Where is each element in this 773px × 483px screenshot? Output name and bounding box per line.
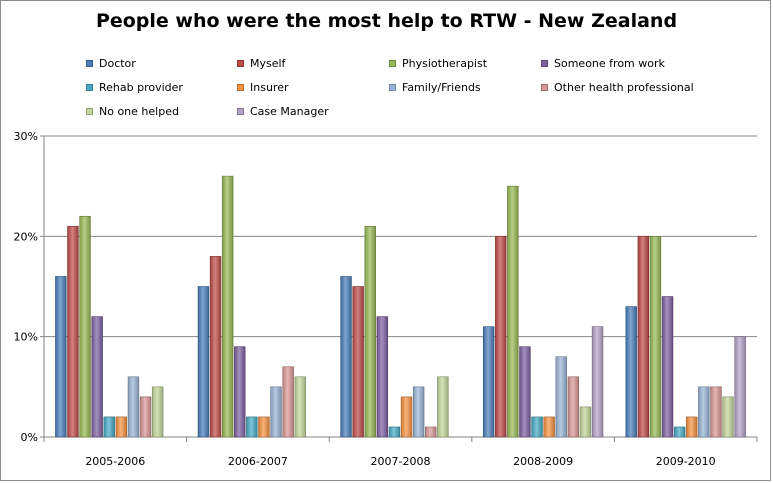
- legend-swatch-no-one-helped: [86, 107, 93, 115]
- legend-item-case-manager: Case Manager: [237, 104, 329, 118]
- legend-item-someone-from-work: Someone from work: [541, 56, 665, 70]
- legend-item-family-friends: Family/Friends: [389, 80, 481, 94]
- bar: [364, 226, 376, 438]
- bar: [270, 386, 282, 438]
- bar: [673, 426, 686, 438]
- bar: [591, 326, 604, 438]
- bar: [637, 236, 650, 438]
- bar: [661, 296, 674, 438]
- bar: [555, 356, 567, 438]
- legend-item-other-health-professional: Other health professional: [541, 80, 694, 94]
- chart-title: People who were the most help to RTW - N…: [95, 10, 678, 32]
- bar: [115, 416, 128, 438]
- bar: [282, 366, 294, 438]
- bar: [567, 376, 580, 438]
- bar: [722, 396, 734, 438]
- x-tick-label: 2005-2006: [85, 455, 145, 468]
- legend-item-no-one-helped: No one helped: [86, 104, 179, 118]
- x-tick-label: 2006-2007: [228, 455, 288, 468]
- bar: [139, 396, 152, 438]
- bar: [258, 416, 270, 438]
- bar: [734, 336, 746, 438]
- legend-swatch-someone-from-work: [541, 59, 548, 67]
- bar: [412, 386, 425, 438]
- legend-swatch-doctor: [86, 59, 93, 67]
- y-tick-label: 30%: [14, 130, 38, 143]
- bar: [519, 346, 531, 438]
- legend-swatch-physiotherapist: [389, 59, 396, 67]
- bar: [352, 286, 364, 438]
- bar: [234, 346, 246, 438]
- y-tick-label: 0%: [21, 431, 38, 444]
- bar: [79, 215, 91, 438]
- legend-label-physiotherapist: Physiotherapist: [402, 56, 488, 70]
- legend-label-no-one-helped: No one helped: [99, 104, 179, 118]
- legend-item-rehab-provider: Rehab provider: [86, 80, 183, 94]
- legend-label-myself: Myself: [250, 56, 286, 70]
- legend-swatch-case-manager: [237, 107, 244, 115]
- y-tick-label: 10%: [14, 331, 38, 344]
- legend-swatch-myself: [237, 59, 244, 67]
- bar: [710, 386, 722, 438]
- bar: [649, 236, 662, 438]
- bar: [340, 276, 352, 438]
- bar: [376, 316, 389, 438]
- bar: [209, 256, 222, 438]
- bar: [625, 306, 637, 438]
- legend-item-physiotherapist: Physiotherapist: [389, 56, 487, 70]
- bar: [686, 416, 698, 438]
- legend-label-case-manager: Case Manager: [250, 104, 329, 118]
- legend-label-other-health-professional: Other health professional: [554, 80, 694, 94]
- legend: Doctor Myself Physiotherapist Someone fr…: [0, 0, 773, 130]
- legend-label-someone-from-work: Someone from work: [554, 56, 665, 70]
- bar: [91, 316, 103, 438]
- bar: [103, 416, 115, 438]
- legend-swatch-insurer: [237, 83, 244, 91]
- legend-swatch-family-friends: [389, 83, 396, 91]
- bar: [67, 226, 79, 438]
- bar: [246, 416, 258, 438]
- bar: [127, 376, 140, 438]
- bar: [55, 276, 67, 438]
- x-tick-label: 2009-2010: [656, 455, 716, 468]
- bar: [543, 416, 555, 438]
- bar: [388, 426, 401, 438]
- legend-item-doctor: Doctor: [86, 56, 136, 70]
- bar: [425, 426, 437, 438]
- bar: [197, 286, 210, 438]
- legend-item-insurer: Insurer: [237, 80, 289, 94]
- bar: [221, 175, 234, 438]
- bar: [151, 386, 164, 438]
- legend-label-doctor: Doctor: [99, 56, 136, 70]
- bar: [507, 185, 519, 438]
- x-tick-label: 2008-2009: [513, 455, 573, 468]
- bar: [495, 236, 507, 438]
- legend-label-family-friends: Family/Friends: [402, 80, 481, 94]
- bar: [437, 376, 449, 438]
- x-tick-label: 2007-2008: [371, 455, 431, 468]
- legend-item-myself: Myself: [237, 56, 285, 70]
- bar: [400, 396, 413, 438]
- bar: [579, 406, 592, 438]
- legend-swatch-other-health-professional: [541, 83, 548, 91]
- bar: [482, 326, 495, 438]
- y-tick-label: 20%: [14, 230, 38, 243]
- legend-label-rehab-provider: Rehab provider: [99, 80, 183, 94]
- bar: [294, 376, 306, 438]
- legend-swatch-rehab-provider: [86, 83, 93, 91]
- legend-label-insurer: Insurer: [250, 80, 289, 94]
- bar: [698, 386, 710, 438]
- bar: [531, 416, 543, 438]
